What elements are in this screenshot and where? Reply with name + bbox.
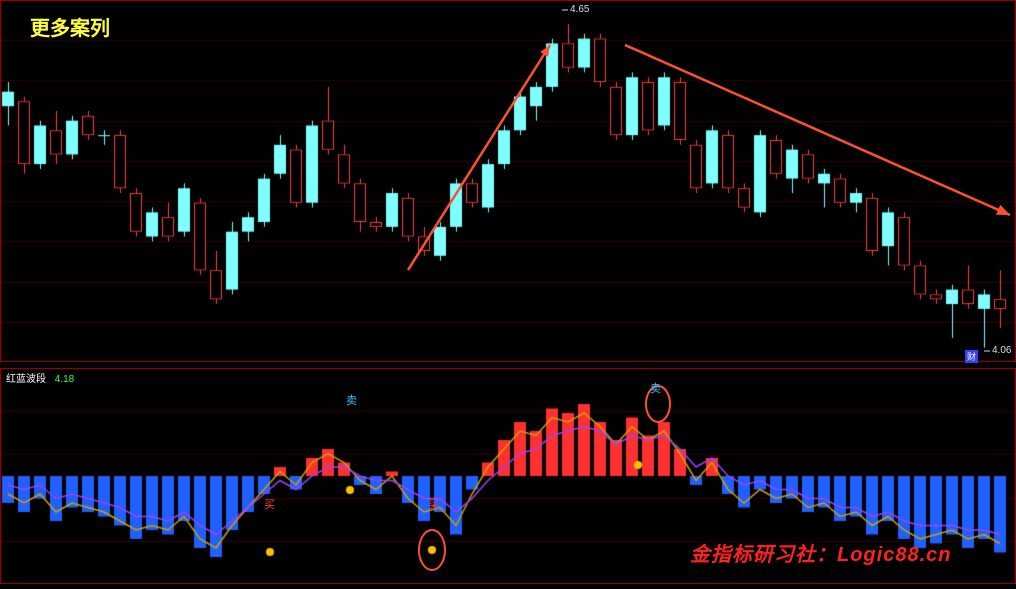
candlestick-chart[interactable] xyxy=(0,0,1016,362)
indicator-name-label: 红蓝波段 4.18 xyxy=(6,370,74,385)
cai-marker: 财 xyxy=(965,350,978,363)
indicator-name: 红蓝波段 xyxy=(6,374,46,385)
watermark-text: 金指标研习社：Logic88.cn xyxy=(690,538,951,567)
indicator-value: 4.18 xyxy=(55,374,74,385)
page-title: 更多案列 xyxy=(30,12,110,41)
high-price-label: 4.65 xyxy=(570,4,589,15)
low-price-label: 4.06 xyxy=(992,345,1011,356)
